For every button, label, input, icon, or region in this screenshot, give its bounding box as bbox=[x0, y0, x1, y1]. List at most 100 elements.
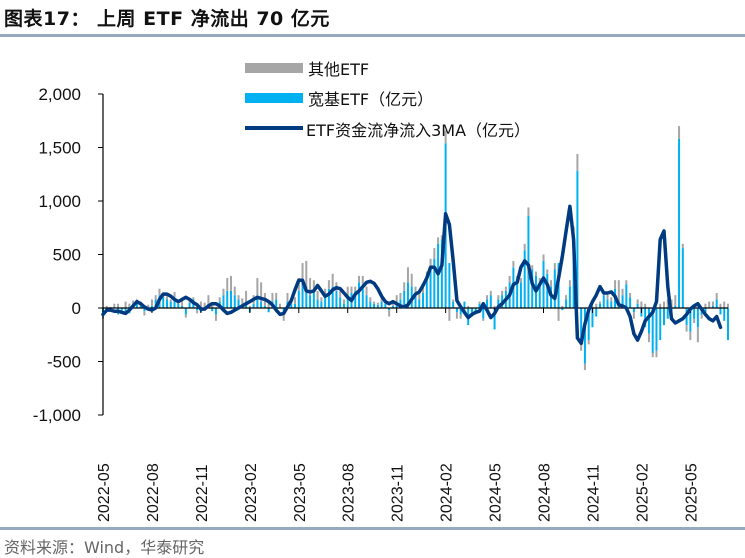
bar-other-etf bbox=[418, 293, 421, 300]
bar-broad-etf bbox=[696, 308, 699, 328]
bar-broad-etf bbox=[542, 260, 545, 308]
bar-other-etf bbox=[312, 280, 315, 291]
bar-other-etf bbox=[655, 350, 658, 358]
bar-broad-etf bbox=[354, 290, 357, 308]
x-tick-label: 2024-02 bbox=[439, 463, 456, 522]
bar-broad-etf bbox=[546, 273, 549, 308]
bar-other-etf bbox=[260, 282, 263, 302]
bar-other-etf bbox=[350, 286, 353, 294]
bar-other-etf bbox=[678, 126, 681, 139]
line-group bbox=[101, 204, 723, 346]
bar-broad-etf bbox=[602, 295, 605, 308]
bar-other-etf bbox=[704, 303, 707, 308]
legend-swatch-other-etf bbox=[245, 63, 303, 73]
bar-other-etf bbox=[606, 293, 609, 300]
bar-broad-etf bbox=[414, 295, 417, 308]
bar-broad-etf bbox=[482, 308, 485, 319]
bar-other-etf bbox=[147, 304, 150, 308]
bar-broad-etf bbox=[166, 299, 169, 308]
bar-broad-etf bbox=[214, 308, 217, 315]
bar-other-etf bbox=[166, 296, 169, 300]
bar-broad-etf bbox=[516, 280, 519, 308]
bar-other-etf bbox=[674, 295, 677, 306]
bar-broad-etf bbox=[693, 308, 696, 319]
bar-other-etf bbox=[154, 295, 157, 300]
bar-broad-etf bbox=[139, 305, 142, 308]
bar-other-etf bbox=[576, 153, 579, 172]
bar-other-etf bbox=[595, 303, 598, 308]
bar-other-etf bbox=[696, 327, 699, 343]
bar-other-etf bbox=[719, 303, 722, 308]
bar-broad-etf bbox=[267, 308, 270, 313]
bar-broad-etf bbox=[568, 286, 571, 308]
bar-broad-etf bbox=[263, 305, 266, 308]
bar-other-etf bbox=[463, 308, 466, 311]
bar-other-etf bbox=[531, 265, 534, 270]
bar-broad-etf bbox=[237, 299, 240, 308]
bar-broad-etf bbox=[647, 308, 650, 334]
bar-other-etf bbox=[309, 278, 312, 296]
bar-broad-etf bbox=[727, 308, 729, 341]
bar-other-etf bbox=[715, 293, 718, 300]
bar-other-etf bbox=[181, 299, 184, 306]
bar-other-etf bbox=[211, 305, 214, 308]
bar-other-etf bbox=[124, 301, 127, 308]
bar-other-etf bbox=[640, 301, 643, 308]
y-tick-label: 1,500 bbox=[38, 139, 81, 158]
bar-other-etf bbox=[237, 295, 240, 300]
bar-other-etf bbox=[501, 290, 504, 296]
bar-other-etf bbox=[406, 267, 409, 283]
y-tick-label: 500 bbox=[53, 246, 81, 265]
bar-other-etf bbox=[693, 318, 696, 323]
etf-flow-chart: 2,000 1,500 1,000 500 0 -500 -1,000 2022-05 2022… bbox=[33, 60, 729, 522]
bar-other-etf bbox=[105, 305, 108, 308]
bar-broad-etf bbox=[150, 305, 153, 308]
bar-other-etf bbox=[727, 303, 729, 308]
bar-broad-etf bbox=[629, 297, 632, 308]
axes-group: 2,000 1,500 1,000 500 0 -500 -1,000 2022-05 2022… bbox=[33, 85, 728, 522]
bar-other-etf bbox=[403, 282, 406, 291]
bar-broad-etf bbox=[598, 303, 601, 308]
bar-other-etf bbox=[199, 301, 202, 308]
bar-broad-etf bbox=[342, 303, 345, 308]
chart-title: 图表17： 上周 ETF 净流出 70 亿元 bbox=[4, 8, 330, 30]
bar-other-etf bbox=[358, 275, 361, 283]
bar-broad-etf bbox=[474, 308, 477, 313]
bar-other-etf bbox=[508, 275, 511, 283]
bar-other-etf bbox=[489, 290, 492, 296]
bar-other-etf bbox=[354, 286, 357, 291]
bar-broad-etf bbox=[290, 303, 293, 308]
bar-broad-etf bbox=[335, 290, 338, 308]
bar-broad-etf bbox=[674, 305, 677, 308]
bar-broad-etf bbox=[316, 299, 319, 308]
bar-other-etf bbox=[546, 269, 549, 274]
x-tick-label: 2025-05 bbox=[683, 463, 700, 522]
bar-other-etf bbox=[527, 207, 530, 216]
x-tick-label: 2022-05 bbox=[96, 463, 113, 522]
bar-other-etf bbox=[184, 314, 187, 318]
bar-other-etf bbox=[369, 297, 372, 302]
bar-broad-etf bbox=[632, 308, 635, 313]
bar-other-etf bbox=[316, 290, 319, 300]
legend-label-broad-etf: 宽基ETF（亿元） bbox=[308, 90, 433, 109]
bar-broad-etf bbox=[470, 308, 473, 315]
x-tick-label: 2022-08 bbox=[145, 463, 162, 522]
bar-broad-etf bbox=[580, 308, 583, 343]
bar-broad-etf bbox=[723, 308, 726, 321]
bar-broad-etf bbox=[177, 303, 180, 308]
bar-other-etf bbox=[497, 295, 500, 300]
bar-other-etf bbox=[557, 308, 560, 321]
bar-broad-etf bbox=[252, 303, 255, 308]
bar-other-etf bbox=[591, 305, 594, 308]
bar-other-etf bbox=[440, 235, 443, 240]
bar-broad-etf bbox=[644, 308, 647, 328]
bar-other-etf bbox=[294, 297, 297, 304]
bar-broad-etf bbox=[301, 282, 304, 308]
bar-broad-etf bbox=[651, 308, 654, 353]
bar-other-etf bbox=[399, 293, 402, 300]
bar-other-etf bbox=[614, 280, 617, 289]
source-note: 资料来源：Wind，华泰研究 bbox=[4, 538, 205, 557]
y-tick-label: -500 bbox=[47, 353, 81, 372]
bar-broad-etf bbox=[226, 290, 229, 308]
bar-other-etf bbox=[598, 301, 601, 304]
